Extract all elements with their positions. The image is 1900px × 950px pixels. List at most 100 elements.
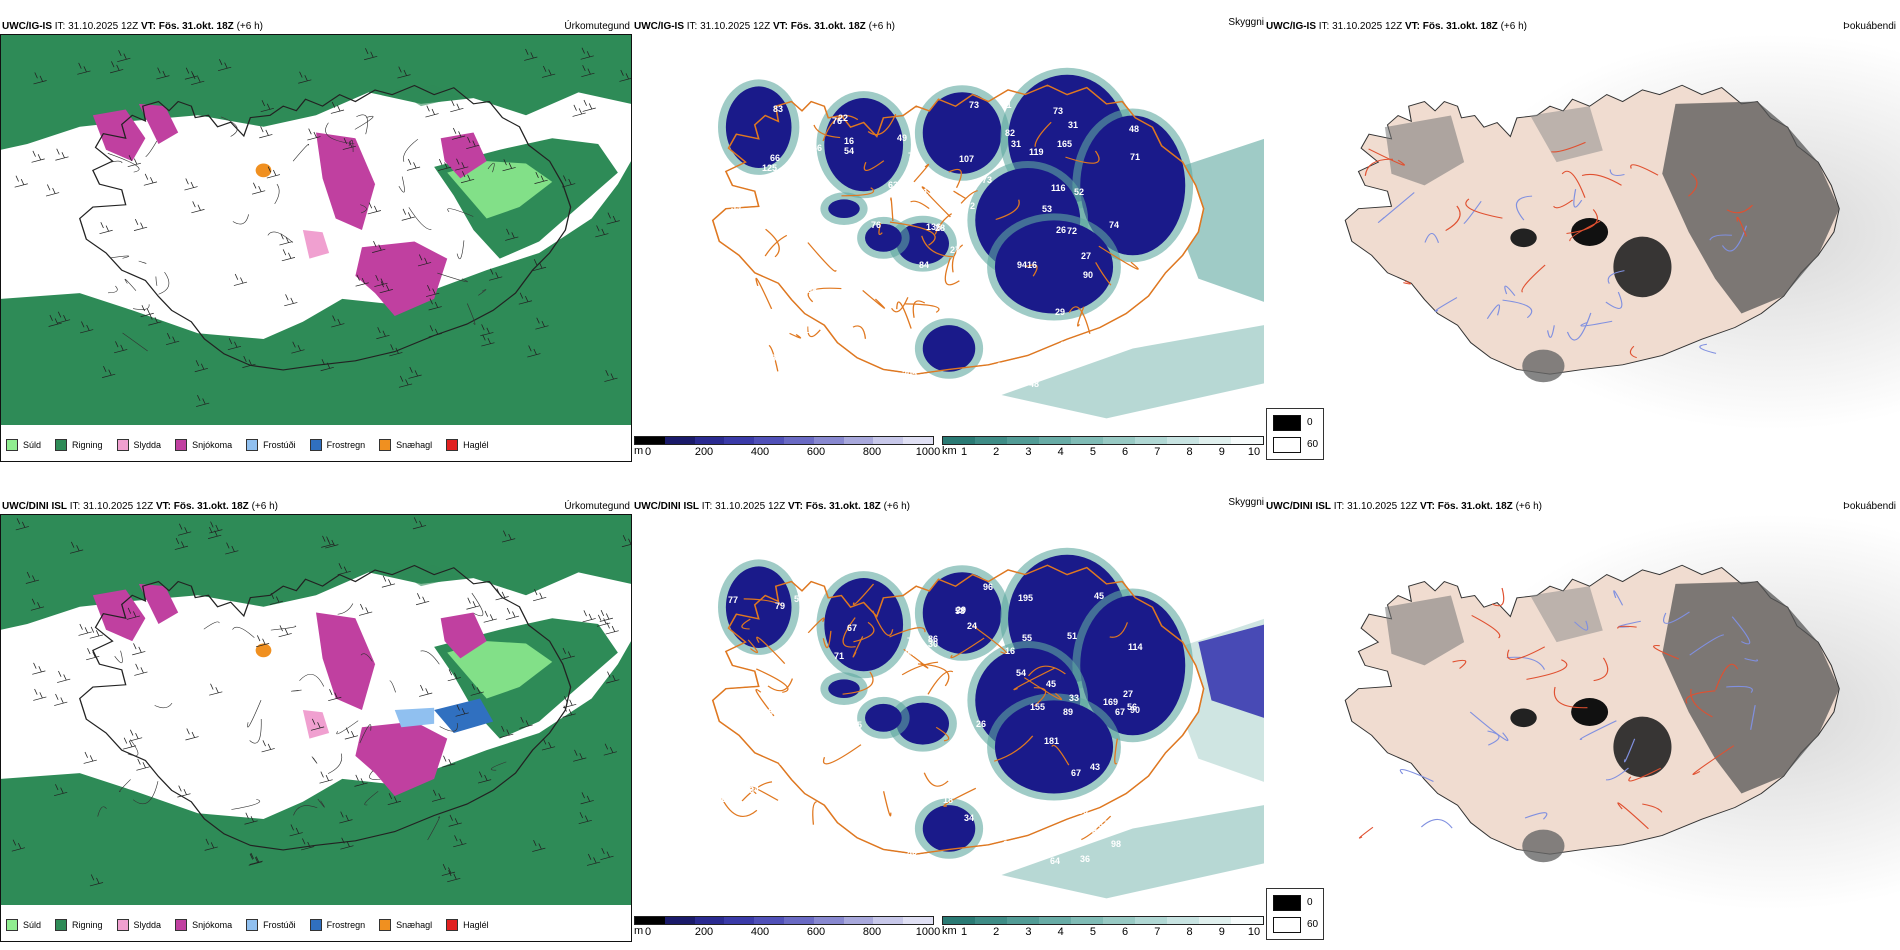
visibility-value-label: 136: [926, 222, 942, 232]
visibility-value-label: 107: [959, 154, 975, 164]
visibility-value-label: 57: [789, 646, 800, 656]
legend-label: Rigning: [72, 440, 103, 450]
visibility-value-label: 71: [834, 651, 845, 661]
visibility-value-label: 90: [1130, 705, 1141, 715]
init-time: IT: 31.10.2025 12Z: [54, 21, 139, 32]
visibility-value-label: 18: [808, 750, 819, 760]
visibility-value-label: 80: [1000, 375, 1011, 385]
visibility-value-label: 77: [728, 595, 739, 605]
visibility-value-label: 43: [1090, 762, 1101, 772]
legend-swatch: [116, 439, 129, 451]
legend-label: Snæhagl: [396, 440, 433, 450]
visibility-value-label: 22: [838, 113, 849, 123]
legend-swatch: [175, 919, 188, 931]
legend-item: Haglél: [446, 439, 489, 451]
visibility-value-label: 28: [907, 850, 918, 860]
visibility-value-label: 16: [844, 136, 855, 146]
model-name: UWC/DINI ISL: [2, 501, 67, 512]
visibility-value-label: 124: [823, 849, 839, 859]
visibility-value-label: 73: [982, 175, 993, 185]
visibility-value-label: 26: [976, 719, 987, 729]
visibility-value-label: 59: [779, 757, 790, 767]
visibility-value-label: 24: [780, 188, 791, 198]
visibility-value-label: 42: [901, 375, 912, 385]
height-tick: 0: [644, 926, 652, 938]
height-tick: 1000: [915, 446, 941, 458]
precip-type-map: [1, 35, 631, 425]
visibility-tick: 7: [1154, 446, 1161, 458]
legend-item: Súld: [6, 439, 41, 451]
visibility-value-label: 45: [1046, 679, 1057, 689]
visibility-value-label: 29: [956, 605, 967, 615]
visibility-tick: 5: [1089, 446, 1096, 458]
visibility-value-label: 73: [969, 100, 980, 110]
init-time: IT: 31.10.2025 12Z: [701, 501, 786, 512]
visibility-value-label: 33: [1069, 693, 1080, 703]
visibility-value-label: 86: [928, 634, 939, 644]
visibility-value-label: 77: [989, 389, 1000, 399]
legend-swatch: [309, 919, 322, 931]
model-name: UWC/IG-IS: [2, 21, 52, 32]
legend-swatch: [6, 439, 18, 451]
visibility-labels: 76 116 80 125 165 80 68 84 82 119 57 11 68 39 205 97 53 1…: [634, 34, 1264, 430]
visibility-value-label: 53: [1042, 204, 1053, 214]
visibility-value-label: 95: [997, 361, 1008, 371]
visibility-value-label: 174: [797, 632, 813, 642]
legend-swatch: [55, 919, 68, 931]
visibility-value-label: 77: [928, 767, 939, 777]
visibility-value-label: 76: [871, 220, 882, 230]
lead-time: (+6 h): [236, 21, 263, 32]
legend-item: Frostregn: [309, 919, 365, 931]
visibility-tick: 9: [1218, 926, 1225, 938]
forecast-row-1: UWC/DINI ISL IT: 31.10.2025 12Z VT: Fös.…: [0, 480, 1900, 942]
visibility-value-label: 54: [1016, 668, 1027, 678]
legend-item: Súld: [6, 919, 41, 931]
legend-swatch: [246, 919, 259, 931]
legend-item: Rigning: [55, 439, 103, 451]
height-tick: 600: [806, 446, 826, 458]
visibility-value-label: 52: [762, 318, 773, 328]
fog-key-low: 0: [1307, 897, 1313, 908]
height-unit: m: [634, 925, 644, 937]
visibility-value-label: 60: [803, 676, 814, 686]
visibility-value-label: 52: [1074, 187, 1085, 197]
visibility-value-label: 49: [897, 133, 908, 143]
legend-swatch: [6, 919, 18, 931]
visibility-value-label: 97: [954, 254, 965, 264]
legend-swatch: [175, 439, 188, 451]
legend-label: Rigning: [72, 920, 103, 930]
height-unit: m: [634, 445, 644, 457]
visibility-value-label: 67: [1071, 768, 1082, 778]
visibility-value-label: 27: [950, 245, 961, 255]
visibility-value-label: 73: [1053, 106, 1064, 116]
visibility-value-label: 67: [1115, 707, 1126, 717]
fog-key: 0 60: [1266, 888, 1324, 940]
visibility-value-label: 57: [964, 292, 975, 302]
visibility-value-label: 98: [1111, 839, 1122, 849]
visibility-value-label: 119: [1029, 147, 1044, 157]
visibility-value-label: 94: [843, 285, 854, 295]
panel-header: UWC/IG-IS IT: 31.10.2025 12Z VT: Fös. 31…: [1266, 20, 1527, 34]
visibility-value-label: 28: [763, 707, 774, 717]
visibility-value-label: 51: [1067, 631, 1078, 641]
legend-swatch: [379, 919, 392, 931]
valid-time: VT: Fös. 31.okt. 18Z: [140, 21, 234, 32]
visibility-value-label: 116: [1051, 183, 1066, 193]
legend-label: Frostúði: [263, 440, 296, 450]
lead-time: (+6 h): [251, 501, 278, 512]
visibility-tick: 10: [1247, 926, 1261, 938]
visibility-value-label: 64: [1050, 856, 1061, 866]
visibility-value-label: 32: [808, 771, 819, 781]
legend-label: Haglél: [463, 440, 489, 450]
legend-item: Frostúði: [246, 919, 296, 931]
precip-type-map-frame: [0, 34, 632, 462]
height-tick: 0: [644, 446, 652, 458]
visibility-tick: 2: [993, 446, 1000, 458]
visibility-tick: 2: [993, 926, 1000, 938]
visibility-tick: 6: [1122, 446, 1129, 458]
legend-swatch: [309, 439, 322, 451]
init-time: IT: 31.10.2025 12Z: [69, 501, 154, 512]
visibility-unit: km: [942, 925, 957, 937]
model-name: UWC/IG-IS: [634, 21, 684, 32]
visibility-value-label: 125: [762, 163, 778, 173]
